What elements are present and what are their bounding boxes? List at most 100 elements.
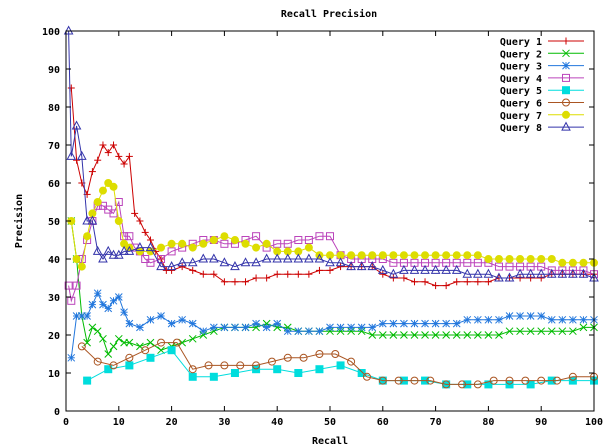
legend-swatch-marker	[561, 121, 571, 131]
data-point	[452, 319, 461, 328]
data-point	[230, 236, 239, 244]
y-tick-label: 60	[48, 179, 60, 190]
data-point	[172, 338, 181, 347]
data-point	[236, 361, 245, 370]
data-point	[252, 319, 260, 328]
data-point	[347, 357, 356, 366]
legend-swatch-marker	[562, 86, 570, 95]
data-point	[166, 261, 177, 271]
data-point	[136, 323, 144, 332]
data-point	[400, 274, 408, 282]
data-point	[473, 251, 482, 260]
data-point	[578, 268, 589, 278]
data-point	[515, 268, 525, 278]
data-point	[495, 331, 503, 339]
data-point	[304, 253, 314, 263]
data-point	[357, 327, 366, 336]
data-point	[99, 334, 107, 343]
data-point	[315, 350, 324, 358]
data-point	[304, 243, 313, 252]
data-point	[442, 251, 451, 260]
data-point	[209, 236, 218, 244]
data-point	[263, 274, 271, 282]
data-point	[157, 346, 165, 355]
data-point	[516, 255, 525, 263]
data-point	[104, 365, 113, 374]
data-point	[495, 315, 503, 324]
data-point	[125, 361, 134, 370]
data-point	[204, 361, 213, 370]
data-point	[547, 255, 556, 263]
data-point	[431, 251, 440, 260]
data-point	[326, 327, 334, 336]
data-point	[463, 315, 472, 324]
data-point	[220, 361, 229, 370]
data-point	[426, 376, 435, 385]
y-tick-label: 20	[48, 331, 60, 342]
data-point	[167, 247, 176, 256]
data-point	[389, 274, 397, 282]
data-point	[451, 264, 462, 274]
data-point	[326, 232, 334, 241]
data-point	[463, 278, 471, 286]
data-point	[421, 331, 429, 339]
x-tick-label: 0	[63, 417, 69, 428]
data-point	[367, 261, 378, 271]
data-point	[521, 376, 530, 385]
data-point	[230, 261, 240, 271]
data-point	[336, 327, 345, 336]
data-point	[337, 263, 345, 271]
data-point	[558, 258, 567, 267]
data-point	[114, 217, 123, 225]
data-point	[99, 300, 107, 309]
data-point	[326, 266, 334, 274]
data-point	[188, 334, 197, 343]
data-point	[72, 255, 81, 263]
data-point	[251, 257, 261, 267]
data-point	[82, 215, 92, 225]
y-tick-label: 100	[42, 27, 60, 38]
legend-swatch-marker	[562, 73, 570, 82]
data-point	[146, 258, 155, 267]
data-point	[462, 268, 473, 278]
data-point	[489, 376, 498, 385]
data-point	[120, 308, 128, 317]
data-point	[104, 179, 113, 187]
data-point	[94, 156, 102, 164]
data-point	[109, 296, 118, 305]
data-point	[77, 342, 86, 351]
data-point	[388, 268, 399, 278]
data-point	[252, 274, 260, 282]
data-point	[516, 274, 524, 282]
data-point	[452, 251, 461, 260]
data-point	[305, 270, 313, 278]
data-point	[261, 253, 272, 263]
data-point	[553, 376, 562, 385]
legend-label: Query 8	[500, 123, 542, 134]
data-point	[463, 251, 472, 260]
data-point	[108, 249, 119, 259]
data-point	[304, 236, 313, 244]
x-tick-label: 50	[324, 417, 336, 428]
data-point	[178, 239, 187, 248]
data-point	[83, 376, 92, 385]
data-point	[272, 253, 283, 263]
data-point	[357, 369, 366, 377]
data-point	[87, 215, 98, 225]
data-point	[146, 338, 155, 347]
data-point	[92, 245, 103, 255]
data-point	[409, 264, 420, 274]
data-point	[494, 262, 503, 271]
data-point	[357, 323, 366, 332]
data-point	[209, 372, 218, 381]
data-point	[231, 278, 239, 286]
data-point	[314, 253, 325, 263]
data-point	[336, 323, 345, 332]
legend-swatch-marker	[562, 61, 570, 70]
data-point	[177, 257, 187, 267]
data-point	[484, 331, 493, 339]
data-point	[432, 282, 440, 290]
data-point	[104, 304, 113, 313]
data-point	[558, 315, 567, 324]
data-point	[93, 357, 102, 366]
